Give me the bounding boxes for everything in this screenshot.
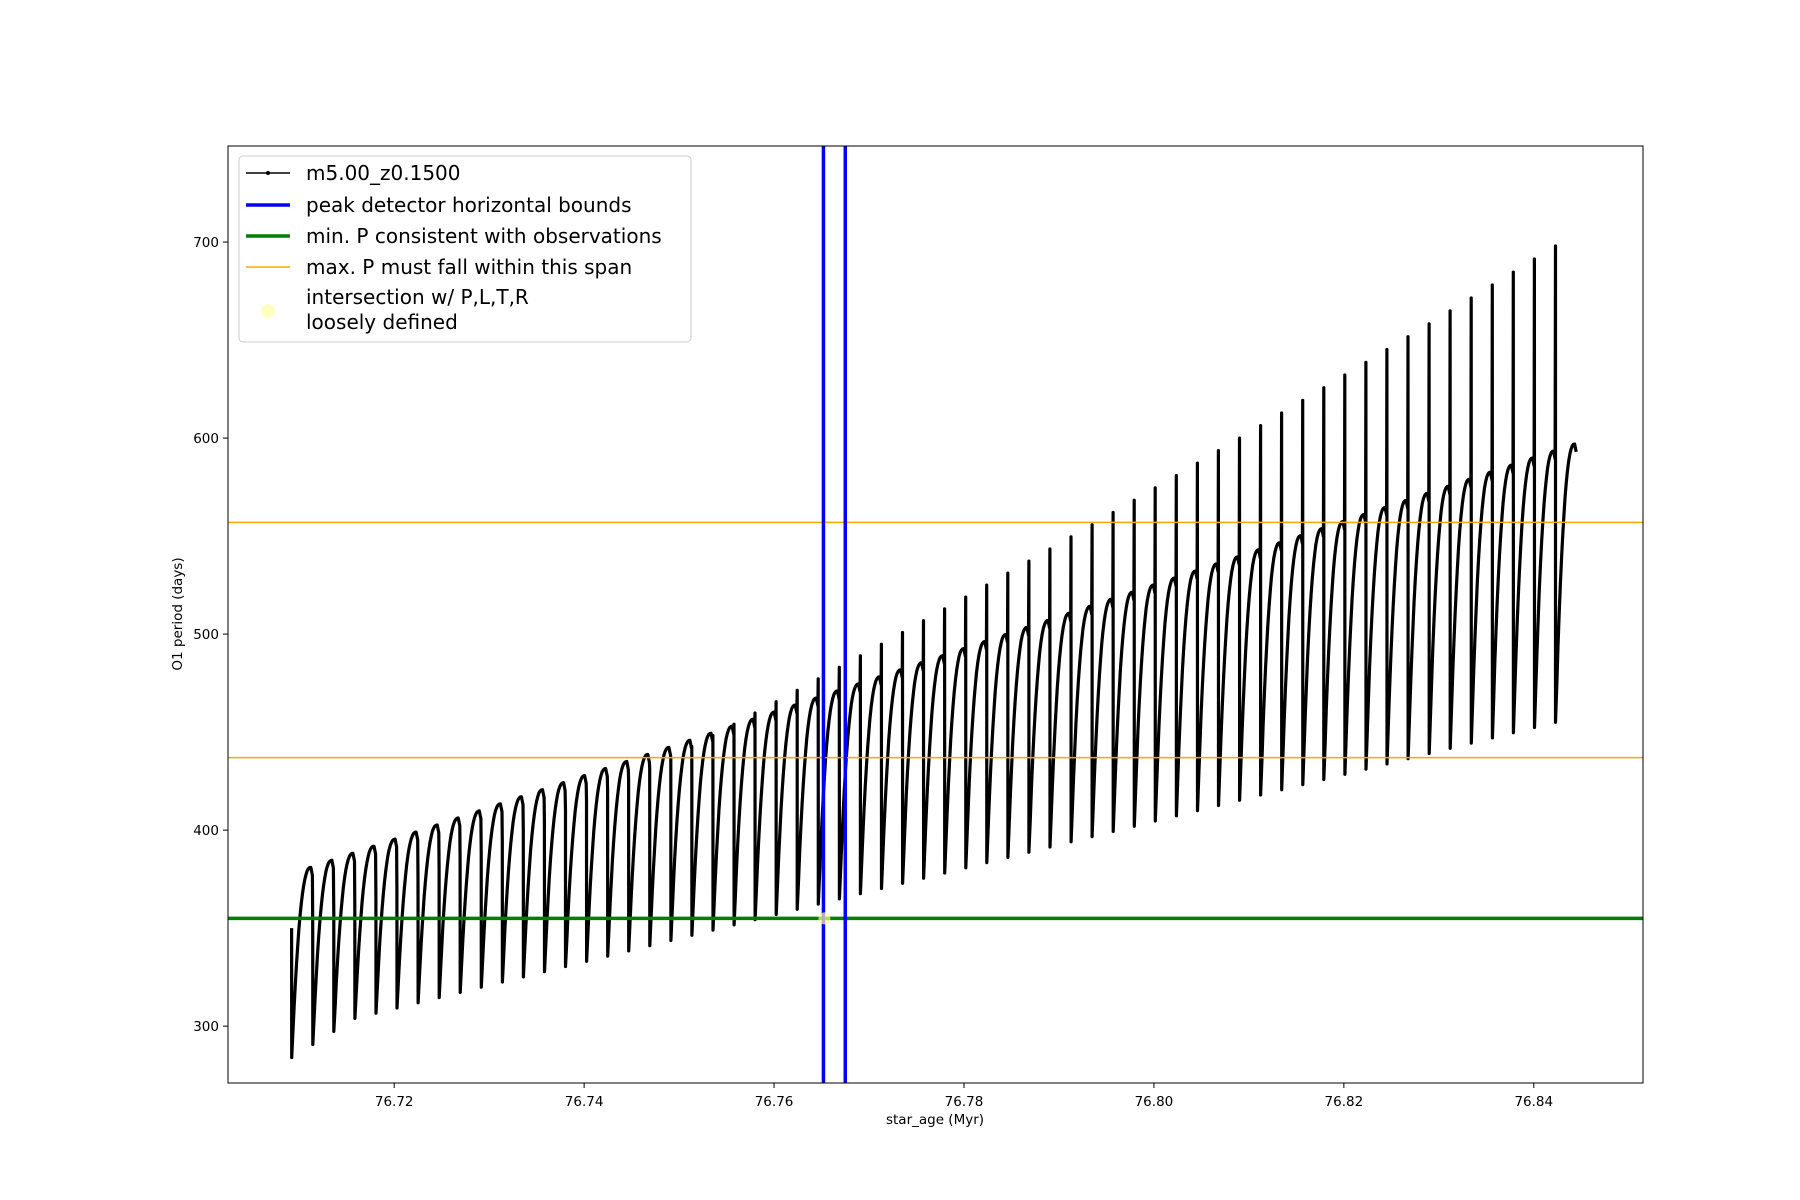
legend-swatch-intersection <box>261 304 275 318</box>
legend-entry-intersection: intersection w/ P,L,T,R loosely defined <box>261 285 529 334</box>
x-tick-label: 76.76 <box>755 1094 794 1110</box>
x-tick-label: 76.80 <box>1135 1094 1174 1110</box>
plot-area <box>228 146 1643 1083</box>
legend-label-intersection-line2: loosely defined <box>306 310 458 334</box>
plot-frame <box>227 145 1644 1084</box>
series-main-line <box>290 244 1578 1060</box>
legend: m5.00_z0.1500 peak detector horizontal b… <box>238 155 692 343</box>
legend-entry-min-period: min. P consistent with observations <box>246 224 662 248</box>
x-axis: 76.72 76.74 76.76 76.78 76.80 76.82 76.84 <box>375 1083 1553 1110</box>
legend-label-min-period: min. P consistent with observations <box>306 224 662 248</box>
legend-swatch-main-marker <box>266 171 270 175</box>
y-tick-label: 400 <box>193 823 219 839</box>
legend-label-max-period: max. P must fall within this span <box>306 255 632 279</box>
legend-frame <box>238 155 692 343</box>
y-tick-label: 600 <box>193 431 219 447</box>
y-tick-label: 500 <box>193 627 219 643</box>
x-tick-label: 76.78 <box>945 1094 984 1110</box>
x-tick-label: 76.74 <box>565 1094 604 1110</box>
x-tick-label: 76.72 <box>375 1094 414 1110</box>
legend-label-intersection-line1: intersection w/ P,L,T,R <box>306 285 529 309</box>
x-axis-label: star_age (Myr) <box>886 1112 984 1128</box>
legend-entry-main-series: m5.00_z0.1500 <box>246 161 461 185</box>
intersection-marker <box>818 912 831 925</box>
x-tick-label: 76.84 <box>1514 1094 1553 1110</box>
y-tick-label: 700 <box>193 235 219 251</box>
legend-label-peak-bounds: peak detector horizontal bounds <box>306 193 632 217</box>
y-tick-label: 300 <box>193 1019 219 1035</box>
y-axis-label: O1 period (days) <box>170 557 186 670</box>
legend-entry-max-period: max. P must fall within this span <box>246 255 632 279</box>
legend-entry-peak-bounds: peak detector horizontal bounds <box>246 193 632 217</box>
x-tick-label: 76.82 <box>1325 1094 1364 1110</box>
y-axis: 300 400 500 600 700 <box>193 235 228 1035</box>
legend-label-main-series: m5.00_z0.1500 <box>306 161 461 185</box>
